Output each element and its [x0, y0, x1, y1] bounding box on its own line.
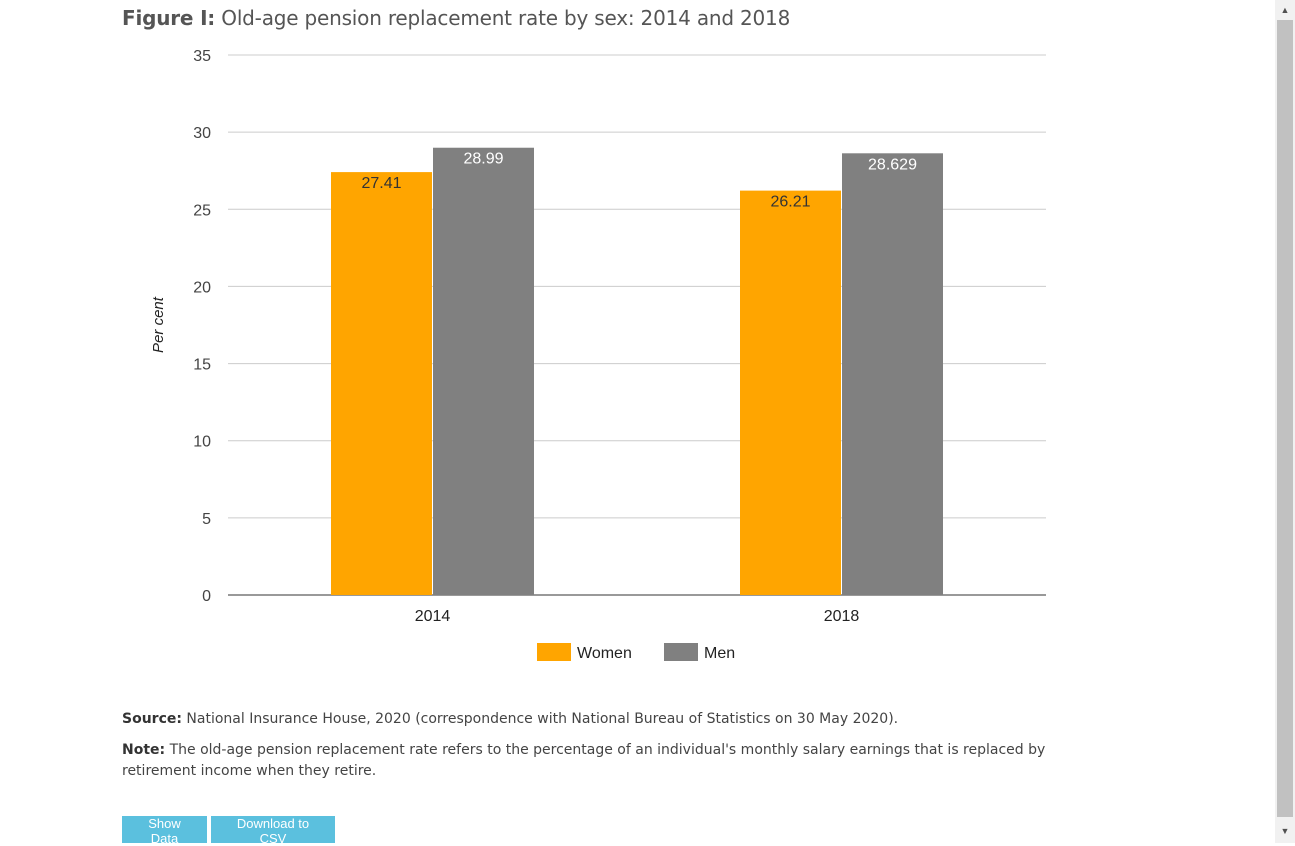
download-csv-button[interactable]: Download to CSV	[211, 816, 335, 846]
bar-women-2014	[331, 172, 432, 596]
y-tick-label: 15	[193, 357, 211, 374]
y-tick-label: 10	[193, 434, 211, 451]
bar-men-2014	[433, 147, 534, 595]
figure-label: Figure I:	[122, 6, 216, 30]
scroll-up-icon[interactable]: ▲	[1280, 5, 1290, 15]
note-label: Note:	[122, 742, 166, 758]
legend-swatch-men	[664, 643, 698, 661]
source-label: Source:	[122, 711, 182, 727]
y-tick-label: 0	[202, 588, 211, 605]
y-tick-label: 5	[202, 511, 211, 528]
legend-swatch-women	[537, 643, 571, 661]
figure-title-text: Old-age pension replacement rate by sex:…	[221, 6, 791, 30]
legend-label-women: Women	[577, 645, 632, 662]
source-text: National Insurance House, 2020 (correspo…	[186, 711, 899, 727]
scrollbar-thumb[interactable]	[1277, 20, 1293, 817]
scroll-down-icon[interactable]: ▼	[1280, 826, 1290, 836]
data-label: 28.99	[463, 151, 503, 168]
y-tick-label: 35	[193, 48, 211, 65]
x-tick-label: 2014	[415, 608, 451, 625]
figure-title: Figure I: Old-age pension replacement ra…	[122, 6, 790, 30]
note-text: The old-age pension replacement rate ref…	[122, 742, 1046, 779]
y-tick-label: 25	[193, 202, 211, 219]
y-axis-label: Per cent	[150, 296, 167, 353]
bar-chart: 0 5 10 15 20 25 30 35 Per cent 27.41 28.99 2014 26.2…	[150, 48, 1046, 662]
vertical-scrollbar[interactable]: ▲ ▼	[1275, 0, 1295, 843]
show-data-button[interactable]: Show Data	[122, 816, 207, 846]
x-tick-label: 2018	[824, 608, 860, 625]
definition-note: Note: The old-age pension replacement ra…	[122, 740, 1112, 782]
bar-women-2018	[740, 190, 841, 596]
y-tick-label: 20	[193, 279, 211, 296]
data-label: 28.629	[868, 156, 917, 173]
data-label: 27.41	[361, 175, 401, 192]
data-label: 26.21	[770, 194, 810, 211]
legend-label-men: Men	[704, 645, 735, 662]
source-note: Source: National Insurance House, 2020 (…	[122, 709, 1122, 730]
bar-men-2018	[842, 153, 943, 596]
y-tick-label: 30	[193, 125, 211, 142]
